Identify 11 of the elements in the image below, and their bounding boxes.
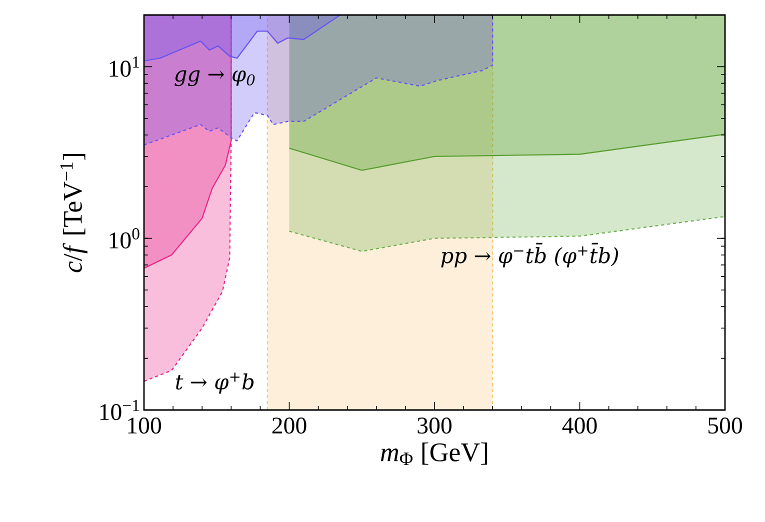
annotation: gg → φ$_{0}$ [174, 70, 255, 86]
x-tick-label: 300 [418, 418, 452, 434]
annotation: pp → φ$^{−}$tb̄ (φ$^{+}$t̄b) [441, 242, 618, 268]
annotation: t → φ$^{+}$b [176, 372, 254, 394]
x-axis-title: m$_{Φ}$ [GeV] [380, 442, 488, 465]
x-tick-label: 200 [272, 418, 306, 434]
x-tick-label: 400 [562, 418, 597, 434]
y-tick-label: 10$^{1}$ [110, 56, 139, 77]
y-tick-label: 10$^{0}$ [110, 228, 140, 249]
y-axis-title: c/f [TeV$^{−1}$] [60, 154, 88, 272]
x-tick-label: 500 [708, 418, 742, 434]
